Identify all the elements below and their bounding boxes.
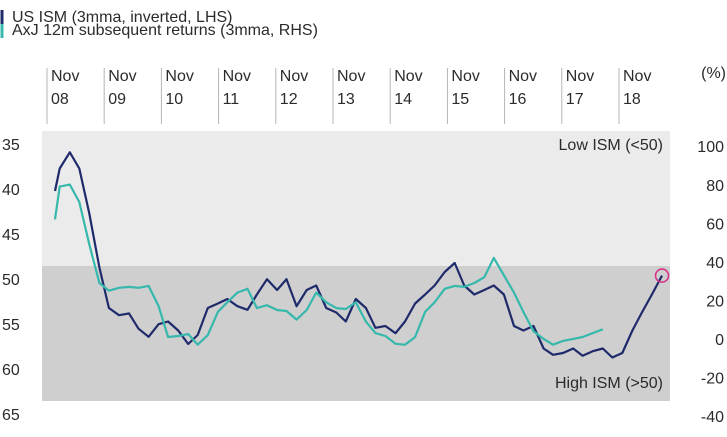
x-tick-label-month: Nov: [566, 68, 594, 85]
legend: US ISM (3mma, inverted, LHS) AxJ 12m sub…: [0, 9, 318, 39]
x-tick-label-year: 10: [165, 91, 183, 108]
band-high-ism: [42, 266, 670, 401]
series-layer: [53, 151, 670, 359]
y-left-tick-label: 35: [2, 137, 20, 154]
y-left-tick-label: 50: [2, 272, 20, 289]
x-tick-label-month: Nov: [280, 68, 308, 85]
x-tick-label-month: Nov: [337, 68, 365, 85]
x-tick-label-month: Nov: [165, 68, 193, 85]
x-tick-label-year: 08: [51, 91, 69, 108]
x-tick-label-month: Nov: [623, 68, 651, 85]
y-left-tick-label: 60: [2, 362, 20, 379]
x-tick-label-year: 09: [108, 91, 126, 108]
x-tick-label-year: 11: [223, 91, 240, 108]
series-line-us-ism: [53, 151, 663, 359]
y-right-tick-label: 60: [706, 216, 724, 233]
y-right-tick-label: 40: [706, 255, 724, 272]
right-axis-unit: (%): [701, 65, 726, 82]
x-tick-label-month: Nov: [394, 68, 422, 85]
y-axis-right: 100 80 60 40 20 0 -20 -40: [697, 139, 724, 426]
x-tick-label-year: 12: [280, 91, 298, 108]
y-right-tick-label: 0: [715, 332, 724, 349]
y-left-tick-label: 65: [2, 407, 20, 424]
series-line-axj-returns: [53, 183, 604, 346]
x-tick-label-month: Nov: [51, 68, 79, 85]
legend-label-axj: AxJ 12m subsequent returns (3mma, RHS): [12, 22, 318, 39]
y-left-tick-label: 55: [2, 317, 20, 334]
x-tick-label-year: 18: [623, 91, 641, 108]
x-axis: Nov 08 Nov 09 Nov 10 Nov 11 Nov 12 Nov 13 Nov 14 Nov 15…: [46, 68, 651, 124]
y-left-tick-label: 45: [2, 227, 20, 244]
y-right-tick-label: -40: [701, 409, 724, 426]
x-tick-label-month: Nov: [223, 68, 251, 85]
band-low-ism: [42, 131, 670, 266]
x-tick-label-month: Nov: [509, 68, 537, 85]
y-right-tick-label: 80: [706, 178, 724, 195]
legend-label-ism: US ISM (3mma, inverted, LHS): [12, 9, 233, 26]
y-right-tick-label: 20: [706, 294, 724, 311]
latest-point-marker: [654, 268, 670, 283]
x-tick-label-year: 16: [509, 91, 527, 108]
y-axis-left: 35 40 45 50 55 60 65: [2, 137, 20, 424]
band-label-high-ism: High ISM (>50): [555, 375, 663, 392]
x-tick-label-year: 17: [566, 91, 584, 108]
y-left-tick-label: 40: [2, 182, 20, 199]
x-tick-label-year: 15: [451, 91, 469, 108]
y-right-tick-label: 100: [697, 139, 724, 156]
x-tick-label-year: 14: [394, 91, 412, 108]
x-tick-label-month: Nov: [108, 68, 136, 85]
y-right-tick-label: -20: [701, 371, 724, 388]
x-tick-label-year: 13: [337, 91, 355, 108]
band-label-low-ism: Low ISM (<50): [559, 137, 663, 154]
x-tick-label-month: Nov: [451, 68, 479, 85]
